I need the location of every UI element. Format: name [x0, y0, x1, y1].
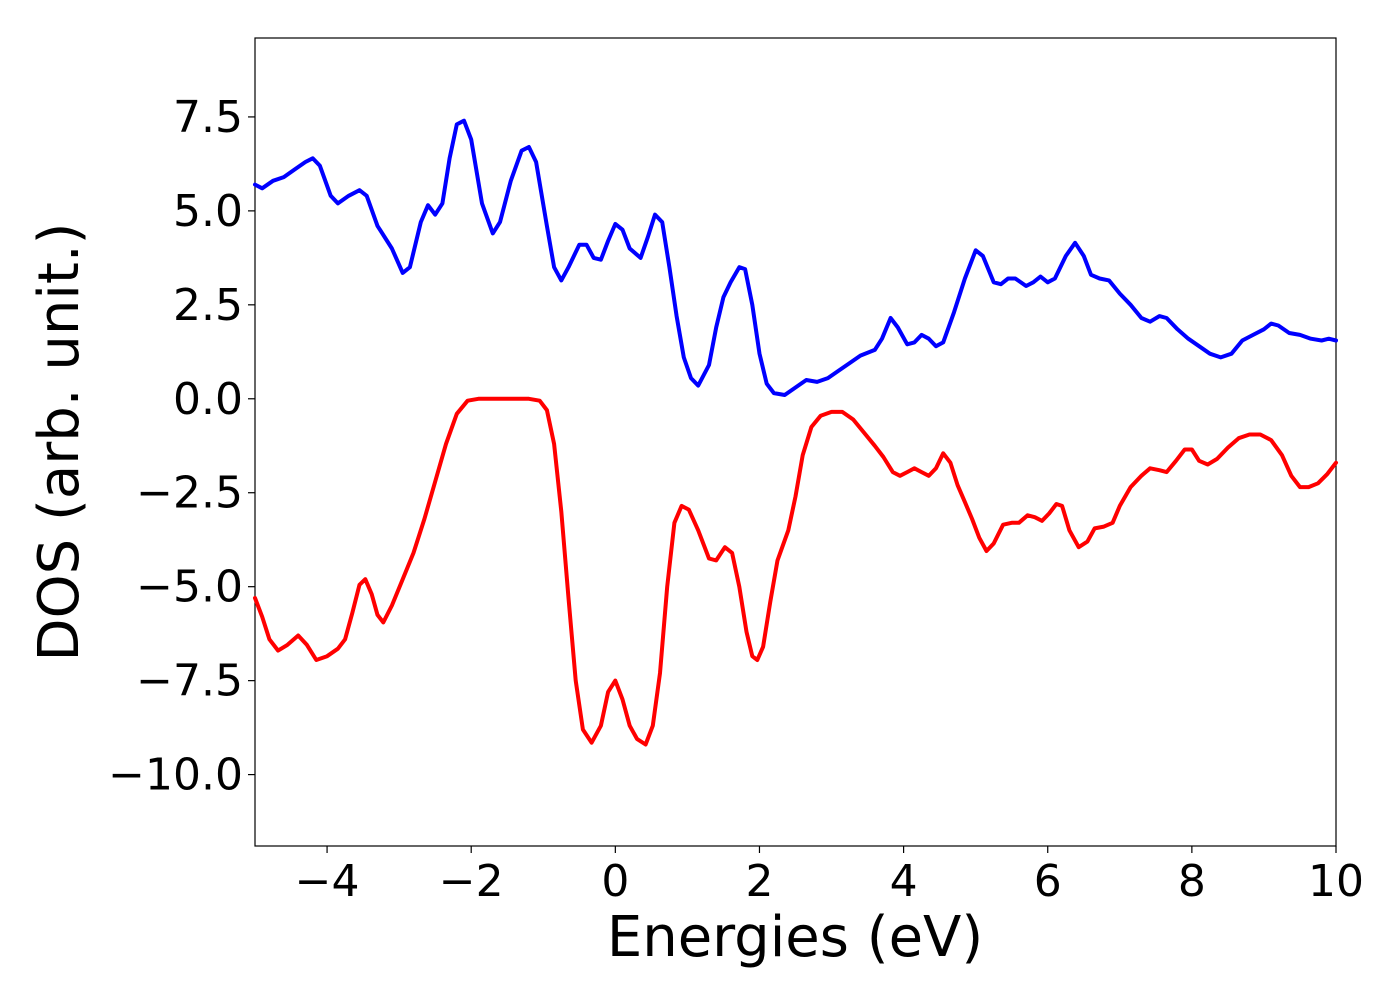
y-tick-label: −2.5 [136, 468, 243, 519]
x-tick-label: 0 [601, 856, 629, 907]
x-tick-label: −2 [439, 856, 504, 907]
x-tick-label: 6 [1034, 856, 1062, 907]
y-axis-title: DOS (arb. unit.) [27, 222, 92, 661]
y-tick-label: 2.5 [173, 280, 243, 331]
y-tick-label: −5.0 [136, 562, 243, 613]
x-axis-title: Energies (eV) [607, 905, 983, 970]
x-axis-ticks: −4 −2 0 2 4 6 8 10 [295, 846, 1364, 907]
y-tick-label: −7.5 [136, 656, 243, 707]
plot-area-frame [254, 37, 1337, 847]
series-line-2 [253, 396, 1338, 747]
y-axis-ticks: 7.5 5.0 2.5 0.0 −2.5 −5.0 −7.5 −10.0 [108, 92, 255, 801]
x-tick-label: 8 [1178, 856, 1206, 907]
series-layer [253, 118, 1338, 747]
x-tick-label: −4 [295, 856, 360, 907]
x-tick-label: 2 [745, 856, 773, 907]
y-tick-label: 7.5 [173, 92, 243, 143]
y-tick-label: 5.0 [173, 186, 243, 237]
x-tick-label: 10 [1308, 856, 1364, 907]
y-tick-label: −10.0 [108, 750, 243, 801]
y-tick-label: 0.0 [173, 374, 243, 425]
x-tick-label: 4 [890, 856, 918, 907]
series-line-1 [253, 118, 1338, 397]
